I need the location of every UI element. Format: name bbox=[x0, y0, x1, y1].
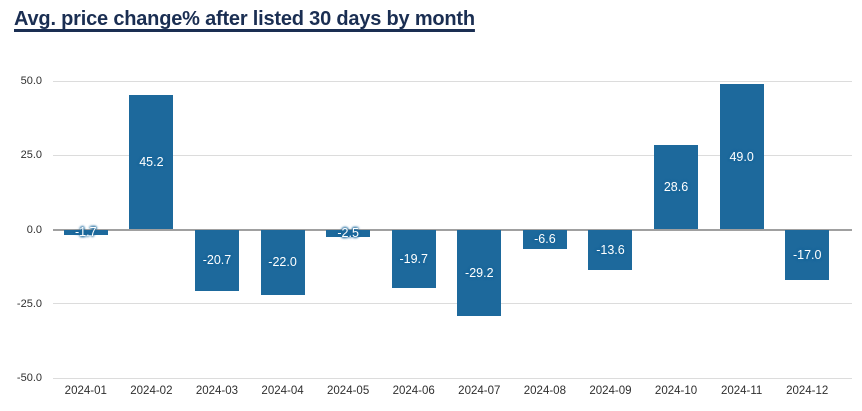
y-tick-label: 50.0 bbox=[20, 75, 42, 87]
bar-value-label: 28.6 bbox=[663, 180, 689, 195]
bar-2024-01 bbox=[63, 229, 108, 235]
x-tick-label: 2024-11 bbox=[720, 385, 763, 397]
bar-2024-02 bbox=[129, 95, 174, 230]
bar-2024-06 bbox=[391, 229, 436, 288]
bar-2024-09 bbox=[588, 229, 633, 270]
x-tick-label: 2024-07 bbox=[458, 385, 501, 397]
x-tick-label: 2024-06 bbox=[392, 385, 435, 397]
gridline bbox=[53, 303, 852, 305]
bar-value-label: 45.2 bbox=[139, 155, 164, 170]
bar-2024-12 bbox=[785, 229, 830, 280]
x-tick-label: 2024-03 bbox=[195, 385, 239, 397]
y-tick-label: -25.0 bbox=[16, 297, 42, 310]
bar-2024-11 bbox=[719, 83, 764, 230]
bar-2024-10 bbox=[654, 144, 699, 230]
x-tick-label: 2024-02 bbox=[130, 385, 173, 397]
bar-value-label: -1.7 bbox=[75, 225, 97, 240]
bar-value-label: -17.0 bbox=[792, 247, 822, 262]
bar-value-label: -6.6 bbox=[534, 232, 556, 247]
y-tick-label: -50.0 bbox=[16, 372, 42, 384]
x-tick-label: 2024-08 bbox=[523, 385, 566, 397]
chart-title: Avg. price change% after listed 30 days … bbox=[14, 8, 475, 30]
bar-value-label: -29.2 bbox=[465, 265, 494, 280]
x-tick-label: 2024-12 bbox=[786, 385, 829, 397]
bar-2024-05 bbox=[326, 229, 371, 237]
bar-2024-03 bbox=[194, 229, 239, 291]
bar-2024-08 bbox=[522, 229, 567, 250]
y-tick-label: 0.0 bbox=[26, 223, 42, 236]
y-tick-label: 25.0 bbox=[20, 149, 42, 162]
bar-value-label: -13.6 bbox=[596, 242, 625, 257]
gridline bbox=[53, 154, 852, 156]
x-tick-label: 2024-05 bbox=[327, 385, 370, 397]
x-tick-label: 2024-10 bbox=[654, 385, 698, 397]
gridline bbox=[53, 377, 852, 379]
bar-value-label: -20.7 bbox=[202, 253, 232, 268]
bar-value-label: -2.5 bbox=[337, 226, 359, 241]
bar-value-label: -19.7 bbox=[399, 251, 428, 266]
bar-2024-07 bbox=[457, 229, 502, 317]
zero-line bbox=[53, 228, 852, 231]
gridline bbox=[53, 80, 852, 82]
x-tick-label: 2024-01 bbox=[64, 385, 107, 397]
bar-value-label: 49.0 bbox=[729, 149, 754, 164]
bar-value-label: -22.0 bbox=[268, 255, 297, 270]
x-tick-label: 2024-09 bbox=[589, 385, 632, 397]
bar-2024-04 bbox=[260, 229, 305, 295]
x-tick-label: 2024-04 bbox=[261, 385, 304, 397]
